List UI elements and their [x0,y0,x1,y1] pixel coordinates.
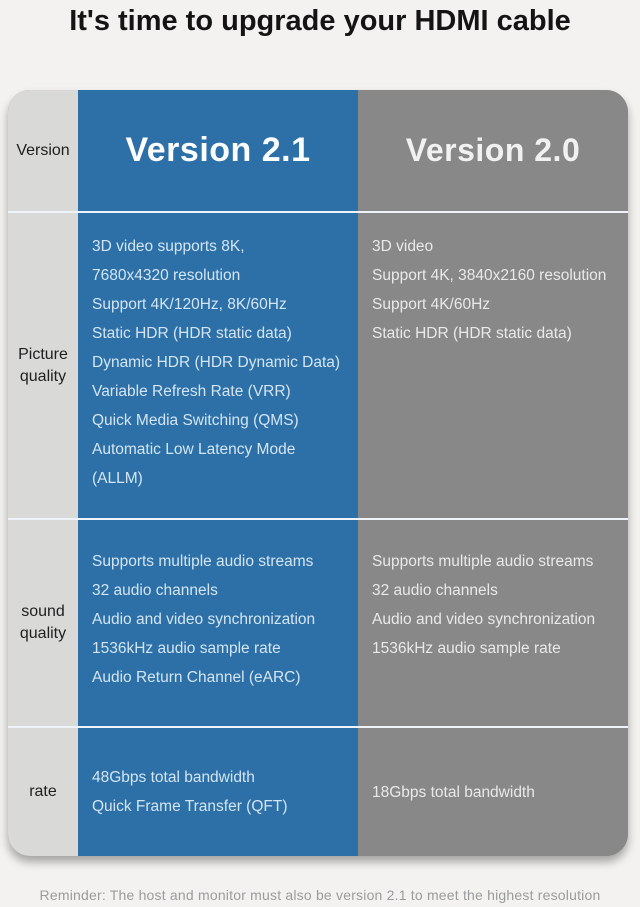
row-label-picture-quality: Picture quality [8,211,78,518]
spec-line: Audio Return Channel (eARC) [92,669,301,686]
spec-line: Audio and video synchronization [372,611,596,628]
sound-quality-v21-cell: Supports multiple audio streams 32 audio … [78,518,358,726]
picture-quality-v21-cell: 3D video supports 8K, 7680x4320 resolutio… [78,211,358,518]
spec-line: Variable Refresh Rate (VRR) [92,383,291,400]
picture-quality-v20-cell: 3D video Support 4K, 3840x2160 resolution… [358,211,628,518]
column-header-version-2-1: Version 2.1 [78,90,358,211]
spec-line: (ALLM) [92,470,143,487]
spec-line: 18Gbps total bandwidth [372,783,535,801]
spec-line: Quick Media Switching (QMS) [92,412,299,429]
row-label-rate: rate [8,726,78,856]
footer-reminder-text: Reminder: The host and monitor must also… [39,887,601,903]
spec-line: 48Gbps total bandwidth [92,769,255,786]
row-label-sound-quality: sound quality [8,518,78,726]
sound-quality-v20-cell: Supports multiple audio streams 32 audio … [358,518,628,726]
spec-line: 7680x4320 resolution [92,267,241,284]
rate-v21-cell: 48Gbps total bandwidth Quick Frame Transf… [78,726,358,856]
spec-line: Supports multiple audio streams [372,553,594,570]
spec-line: Support 4K/120Hz, 8K/60Hz [92,296,287,313]
spec-line: Support 4K, 3840x2160 resolution [372,267,607,284]
spec-line: Automatic Low Latency Mode [92,441,296,458]
spec-line: 32 audio channels [92,582,218,599]
spec-line: Quick Frame Transfer (QFT) [92,798,288,815]
spec-line: Audio and video synchronization [92,611,316,628]
spec-line: 1536kHz audio sample rate [372,640,561,657]
rate-v20-cell: 18Gbps total bandwidth [358,726,628,856]
spec-line: 3D video [372,238,434,255]
spec-line: 1536kHz audio sample rate [92,640,281,657]
spec-line: 3D video supports 8K, [92,238,245,255]
page-title: It's time to upgrade your HDMI cable [69,5,571,37]
spec-line: Static HDR (HDR static data) [372,325,572,342]
hdmi-comparison-table: Version Version 2.1 Version 2.0 Picture … [8,90,628,856]
spec-line: Static HDR (HDR static data) [92,325,292,342]
spec-line: Support 4K/60Hz [372,296,491,313]
spec-line: Dynamic HDR (HDR Dynamic Data) [92,354,341,371]
spec-line: 32 audio channels [372,582,498,599]
column-header-version-2-0: Version 2.0 [358,90,628,211]
spec-line: Supports multiple audio streams [92,553,314,570]
row-header-version-label: Version [8,90,78,211]
